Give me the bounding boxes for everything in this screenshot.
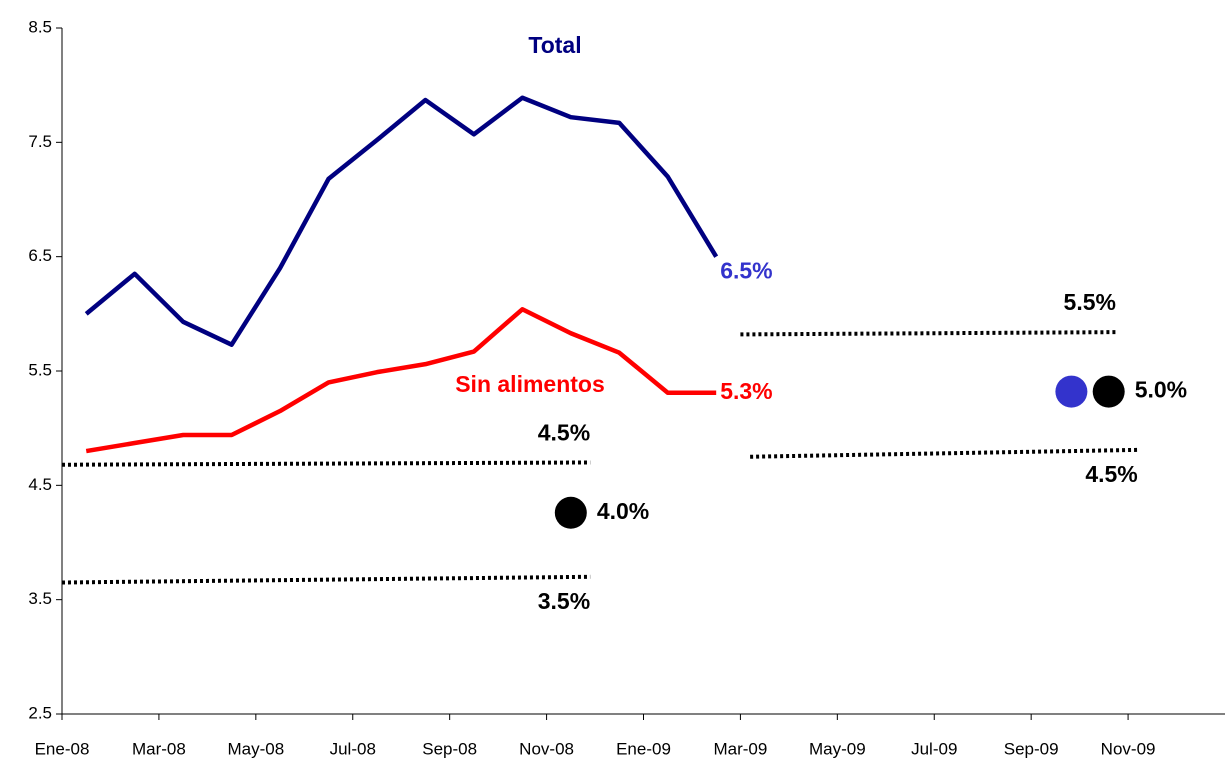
x-tick-label: Mar-08: [132, 739, 186, 758]
x-tick-label: Nov-08: [519, 739, 574, 758]
target-line: [740, 330, 1116, 337]
target-line: [750, 447, 1138, 459]
x-tick-label: May-09: [809, 739, 866, 758]
y-tick-label: 8.5: [28, 17, 52, 36]
y-tick-label: 2.5: [28, 703, 52, 722]
target-line: [61, 460, 591, 467]
target-label: 4.5%: [538, 420, 590, 446]
forecast-dot: [1092, 375, 1125, 408]
x-tick-label: Jul-08: [330, 739, 376, 758]
forecast-label: 4.0%: [597, 498, 649, 524]
x-tick-label: May-08: [227, 739, 284, 758]
series-name: Total: [528, 32, 581, 58]
x-tick-label: Jul-09: [911, 739, 957, 758]
x-tick-label: Ene-08: [35, 739, 90, 758]
target-label: 5.5%: [1064, 289, 1116, 315]
target-label: 3.5%: [538, 588, 590, 614]
forecast-label: 5.0%: [1135, 377, 1187, 403]
x-tick-label: Ene-09: [616, 739, 671, 758]
forecast-dot: [554, 496, 587, 529]
x-tick-label: Mar-09: [713, 739, 767, 758]
y-tick-label: 5.5: [28, 360, 52, 379]
series-line: [85, 307, 717, 454]
y-tick-label: 6.5: [28, 246, 52, 265]
data-label: 6.5%: [720, 258, 772, 284]
y-tick-label: 4.5: [28, 475, 52, 494]
series-line: [84, 95, 719, 347]
x-tick-label: Sep-09: [1004, 739, 1059, 758]
data-label: 5.3%: [720, 378, 772, 404]
forecast-dot: [1055, 375, 1088, 408]
series-name: Sin alimentos: [455, 371, 605, 397]
target-label: 4.5%: [1085, 461, 1137, 487]
x-tick-label: Nov-09: [1101, 739, 1156, 758]
target-line: [61, 574, 591, 585]
y-tick-label: 7.5: [28, 132, 52, 151]
x-tick-label: Sep-08: [422, 739, 477, 758]
y-tick-label: 3.5: [28, 589, 52, 608]
